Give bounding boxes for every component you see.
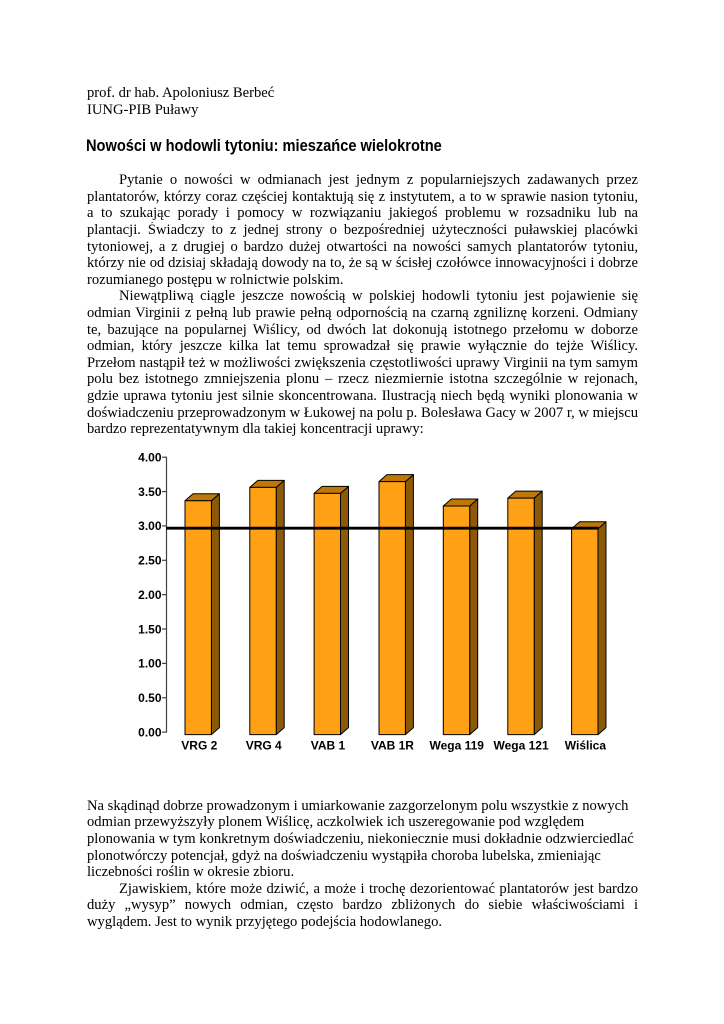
svg-text:VAB 1R: VAB 1R bbox=[371, 739, 414, 753]
svg-text:Wega 121: Wega 121 bbox=[494, 739, 549, 753]
svg-text:Wiślica: Wiślica bbox=[565, 739, 607, 753]
svg-text:4.00: 4.00 bbox=[138, 450, 162, 464]
svg-text:1.00: 1.00 bbox=[138, 657, 162, 671]
svg-text:0.00: 0.00 bbox=[138, 725, 162, 739]
svg-text:2.00: 2.00 bbox=[138, 588, 162, 602]
svg-text:VAB 1: VAB 1 bbox=[311, 739, 346, 753]
svg-text:2.50: 2.50 bbox=[138, 554, 162, 568]
svg-text:1.50: 1.50 bbox=[138, 622, 162, 636]
svg-text:Wega 119: Wega 119 bbox=[429, 739, 484, 753]
svg-text:3.00: 3.00 bbox=[138, 519, 162, 533]
svg-text:0.50: 0.50 bbox=[138, 691, 162, 705]
svg-text:VRG 4: VRG 4 bbox=[246, 739, 282, 753]
svg-text:VRG 2: VRG 2 bbox=[181, 739, 217, 753]
svg-text:3.50: 3.50 bbox=[138, 485, 162, 499]
